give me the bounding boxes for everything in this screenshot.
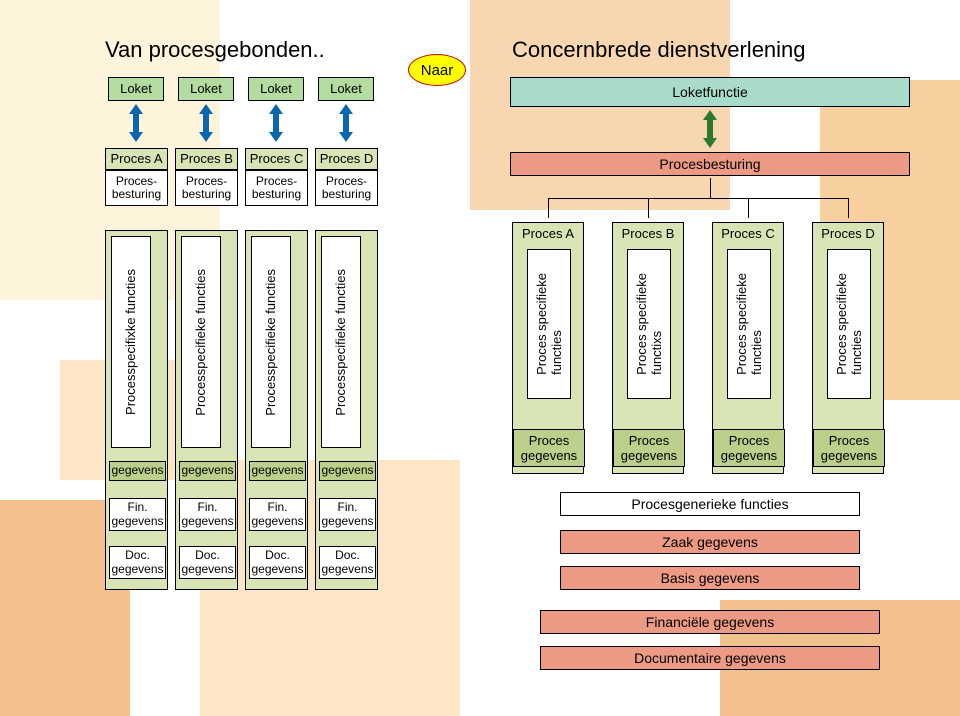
proces-column: Processpecifieke functies gegevens Fin. ge… [245, 230, 308, 590]
proces-column-right: Proces D Proces specifieke functies Proces… [812, 222, 884, 474]
proces-besturing: Proces- besturing [175, 170, 238, 206]
proces-besturing: Proces- besturing [245, 170, 308, 206]
proces-besturing: Proces- besturing [315, 170, 378, 206]
fin-gegevens-box: Fin. gegevens [319, 498, 376, 531]
doc-gegevens-box: Doc. gegevens [179, 546, 236, 579]
gegevens-box: gegevens [109, 461, 166, 481]
proces-besturing: Proces- besturing [105, 170, 168, 206]
proces-header: Proces D [315, 148, 378, 170]
proces-column: Processpecifieke functies gegevens Fin. ge… [315, 230, 378, 590]
fin-gegevens-box: Fin. gegevens [109, 498, 166, 531]
functies-box: Processpecifieke functies [181, 236, 221, 448]
proces-header-right: Proces D [813, 226, 883, 241]
fin-gegevens-bar: Financiële gegevens [540, 610, 880, 634]
functies-box-right: Proces specifieke functies [827, 249, 871, 399]
functies-box-right: Proces specifieke functixs [627, 249, 671, 399]
functies-box-right: Proces specifieke functies [727, 249, 771, 399]
proces-column-right: Proces A Proces specifieke functies Proces… [512, 222, 584, 474]
fin-gegevens-box: Fin. gegevens [179, 498, 236, 531]
arrow-icon [130, 104, 142, 142]
doc-gegevens-box: Doc. gegevens [249, 546, 306, 579]
proces-column-right: Proces B Proces specifieke functixs Proces… [612, 222, 684, 474]
zaak-gegevens-bar: Zaak gegevens [560, 530, 860, 554]
gegevens-box: gegevens [249, 461, 306, 481]
fin-gegevens-box: Fin. gegevens [249, 498, 306, 531]
arrow-icon [200, 104, 212, 142]
procesbesturing-bar: Procesbesturing [510, 152, 910, 176]
arrow-icon [704, 110, 716, 148]
naar-bubble: Naar [408, 54, 466, 86]
gegevens-box: gegevens [319, 461, 376, 481]
proces-header: Proces A [105, 148, 168, 170]
proces-gegevens-box: Proces gegevens [613, 429, 685, 467]
loketfunctie-bar: Loketfunctie [510, 77, 910, 107]
basis-gegevens-bar: Basis gegevens [560, 566, 860, 590]
proces-header-right: Proces C [713, 226, 783, 241]
proces-header-right: Proces A [513, 226, 583, 241]
functies-box: Processpecifixke functies [111, 236, 151, 448]
functies-box: Processpecifieke functies [251, 236, 291, 448]
doc-gegevens-box: Doc. gegevens [109, 546, 166, 579]
arrow-icon [340, 104, 352, 142]
proces-header: Proces B [175, 148, 238, 170]
gegevens-box: gegevens [179, 461, 236, 481]
proces-header-right: Proces B [613, 226, 683, 241]
heading-right: Concernbrede dienstverlening [512, 37, 806, 63]
functies-box-right: Proces specifieke functies [527, 249, 571, 399]
proces-column: Processpecifieke functies gegevens Fin. ge… [175, 230, 238, 590]
proces-column: Processpecifixke functies gegevens Fin. ge… [105, 230, 168, 590]
procesgenerieke-functies-bar: Procesgenerieke functies [560, 492, 860, 516]
loket-box: Loket [248, 77, 304, 101]
loket-box: Loket [108, 77, 164, 101]
proces-gegevens-box: Proces gegevens [513, 429, 585, 467]
heading-left: Van procesgebonden.. [105, 37, 325, 63]
proces-header: Proces C [245, 148, 308, 170]
doc-gegevens-box: Doc. gegevens [319, 546, 376, 579]
proces-gegevens-box: Proces gegevens [813, 429, 885, 467]
doc-gegevens-bar: Documentaire gegevens [540, 646, 880, 670]
functies-box: Processpecifieke functies [321, 236, 361, 448]
arrow-icon [270, 104, 282, 142]
proces-gegevens-box: Proces gegevens [713, 429, 785, 467]
loket-box: Loket [178, 77, 234, 101]
proces-column-right: Proces C Proces specifieke functies Proces… [712, 222, 784, 474]
loket-box: Loket [318, 77, 374, 101]
